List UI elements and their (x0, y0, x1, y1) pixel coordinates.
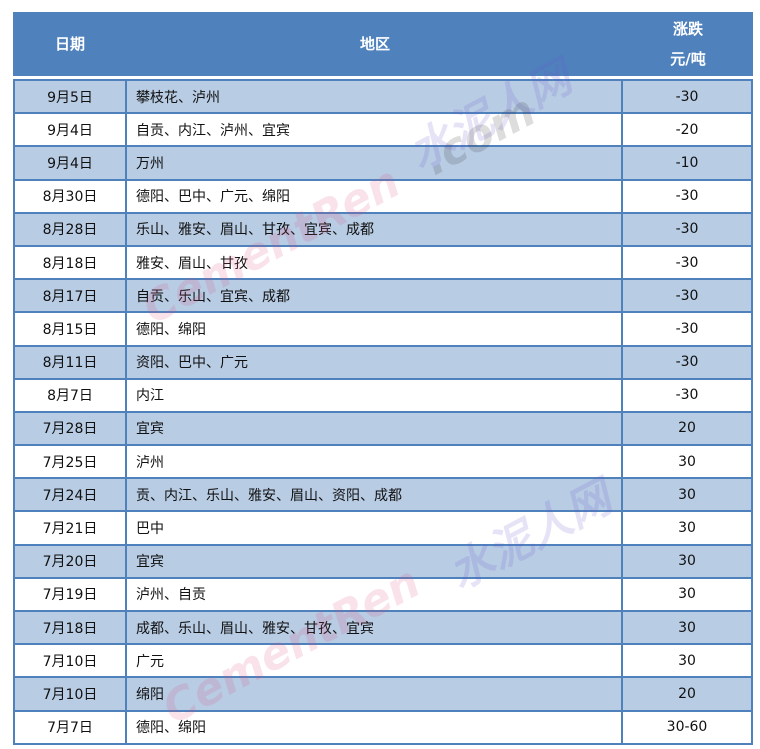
change-cell: -30 (675, 188, 699, 205)
region-cell: 自贡、内江、泸州、宜宾 (127, 114, 623, 146)
date-cell: 7月28日 (15, 412, 127, 445)
region-cell: 泸州、自贡 (127, 578, 623, 610)
date-cell: 7月19日 (15, 578, 127, 610)
table-row: 7月25日 泸州 30 (15, 444, 751, 478)
price-change-table: 日期 地区 涨跌 元/吨 9月5日 攀枝花、泸州 -30 9月4日 自贡、内江、泸州、宜… (13, 12, 753, 745)
change-cell: 30 (678, 619, 696, 636)
table-row: 9月4日 自贡、内江、泸州、宜宾 -20 (15, 112, 751, 146)
header-change: 涨跌 元/吨 (623, 12, 753, 76)
change-cell: 30 (678, 586, 696, 603)
change-cell: -30 (675, 221, 699, 238)
date-cell: 8月7日 (15, 379, 127, 411)
table-row: 8月7日 内江 -30 (15, 377, 751, 411)
region-cell: 内江 (127, 379, 623, 411)
date-cell: 8月11日 (15, 346, 127, 378)
table-row: 7月21日 巴中 30 (15, 510, 751, 544)
change-cell: 30 (678, 553, 696, 570)
table-row: 8月28日 乐山、雅安、眉山、甘孜、宜宾、成都 -30 (15, 211, 751, 245)
table-row: 7月24日 贡、内江、乐山、雅安、眉山、资阳、成都 30 (15, 477, 751, 511)
table-row: 7月28日 宜宾 20 (15, 410, 751, 445)
region-cell: 攀枝花、泸州 (127, 81, 623, 113)
table-body: 9月5日 攀枝花、泸州 -30 9月4日 自贡、内江、泸州、宜宾 -20 9月4日 万州 -10… (13, 79, 753, 745)
region-cell: 广元 (127, 645, 623, 677)
date-cell: 8月17日 (15, 280, 127, 312)
table-row: 7月20日 宜宾 30 (15, 543, 751, 577)
date-cell: 8月28日 (15, 213, 127, 245)
date-cell: 9月5日 (15, 81, 127, 113)
table-row: 8月30日 德阳、巴中、广元、绵阳 -30 (15, 178, 751, 212)
region-cell: 泸州 (127, 446, 623, 478)
region-cell: 贡、内江、乐山、雅安、眉山、资阳、成都 (127, 479, 623, 511)
change-cell: -30 (675, 88, 699, 105)
table-row: 8月11日 资阳、巴中、广元 -30 (15, 344, 751, 378)
header-change-unit: 元/吨 (670, 50, 706, 68)
change-cell: 30 (678, 453, 696, 470)
date-cell: 9月4日 (15, 114, 127, 146)
region-cell: 乐山、雅安、眉山、甘孜、宜宾、成都 (127, 213, 623, 245)
header-region: 地区 (359, 35, 390, 53)
region-cell: 成都、乐山、眉山、雅安、甘孜、宜宾 (127, 612, 623, 644)
date-cell: 9月4日 (15, 147, 127, 179)
change-cell: -30 (675, 387, 699, 404)
date-cell: 7月25日 (15, 446, 127, 478)
region-cell: 宜宾 (127, 412, 623, 445)
table-row: 8月18日 雅安、眉山、甘孜 -30 (15, 244, 751, 279)
date-cell: 8月18日 (15, 246, 127, 279)
region-cell: 资阳、巴中、广元 (127, 346, 623, 378)
table-row: 7月7日 德阳、绵阳 30-60 (15, 709, 751, 743)
date-cell: 7月24日 (15, 479, 127, 511)
date-cell: 7月21日 (15, 512, 127, 544)
region-cell: 绵阳 (127, 678, 623, 710)
table-row: 7月10日 广元 30 (15, 643, 751, 677)
region-cell: 宜宾 (127, 545, 623, 577)
date-cell: 7月18日 (15, 612, 127, 644)
change-cell: -20 (675, 121, 699, 138)
table-row: 9月5日 攀枝花、泸州 -30 (15, 79, 751, 113)
table-row: 7月10日 绵阳 20 (15, 676, 751, 710)
region-cell: 德阳、巴中、广元、绵阳 (127, 180, 623, 212)
date-cell: 7月10日 (15, 678, 127, 710)
change-cell: -30 (675, 287, 699, 304)
table-row: 8月15日 德阳、绵阳 -30 (15, 311, 751, 345)
change-cell: 20 (678, 685, 696, 702)
table-row: 7月18日 成都、乐山、眉山、雅安、甘孜、宜宾 30 (15, 610, 751, 644)
table-row: 7月19日 泸州、自贡 30 (15, 576, 751, 610)
region-cell: 自贡、乐山、宜宾、成都 (127, 280, 623, 312)
change-cell: 20 (678, 420, 696, 437)
table-row: 8月17日 自贡、乐山、宜宾、成都 -30 (15, 278, 751, 312)
change-cell: -30 (675, 320, 699, 337)
region-cell: 雅安、眉山、甘孜 (127, 246, 623, 279)
region-cell: 德阳、绵阳 (127, 711, 623, 743)
region-cell: 万州 (127, 147, 623, 179)
date-cell: 7月7日 (15, 711, 127, 743)
change-cell: -10 (675, 154, 699, 171)
region-cell: 德阳、绵阳 (127, 313, 623, 345)
change-cell: 30 (678, 486, 696, 503)
date-cell: 8月15日 (15, 313, 127, 345)
change-cell: 30 (678, 520, 696, 537)
table-row: 9月4日 万州 -10 (15, 145, 751, 179)
change-cell: -30 (675, 354, 699, 371)
table-header: 日期 地区 涨跌 元/吨 (13, 12, 753, 76)
change-cell: 30 (678, 652, 696, 669)
change-cell: 30-60 (666, 719, 708, 736)
date-cell: 7月20日 (15, 545, 127, 577)
change-cell: -30 (675, 254, 699, 271)
header-date: 日期 (54, 35, 85, 53)
date-cell: 8月30日 (15, 180, 127, 212)
date-cell: 7月10日 (15, 645, 127, 677)
header-change-label: 涨跌 (672, 20, 703, 38)
region-cell: 巴中 (127, 512, 623, 544)
